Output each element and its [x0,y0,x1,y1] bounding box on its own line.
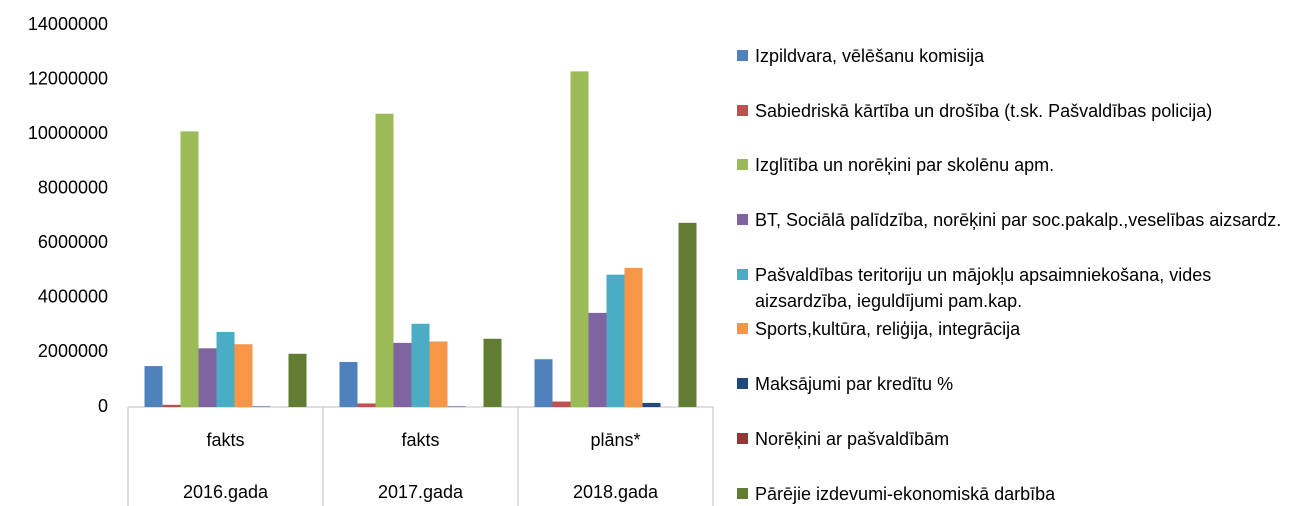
legend-swatch [737,50,748,61]
bar [198,348,217,407]
bar [144,366,163,407]
y-tick-label: 2000000 [38,341,108,361]
y-tick-label: 14000000 [28,14,108,34]
bar [588,312,607,407]
y-tick-label: 8000000 [38,177,108,197]
bar [375,113,394,407]
legend-label: Norēķini ar pašvaldībām [755,429,950,449]
x-tick-label: plāns* [590,430,640,450]
bar [624,267,643,407]
y-tick-label: 6000000 [38,232,108,252]
legend-item: Sabiedriskā kārtība un drošība (t.sk. Pa… [737,98,1312,124]
legend-label: Pārējie izdevumi-ekonomiskā darbība [755,484,1056,504]
legend-label: BT, Sociālā palīdzība, norēķini par soc.… [755,210,1282,230]
bar [162,404,181,407]
x-group-label: 2016.gada [183,482,269,502]
legend-item: Pārējie izdevumi-ekonomiskā darbība [737,481,1312,506]
x-group-label: 2018.gada [573,482,659,502]
bar [357,403,376,407]
legend-item: BT, Sociālā palīdzība, norēķini par soc.… [737,207,1312,233]
legend-label: Izglītība un norēķini par skolēnu apm. [755,155,1055,175]
y-tick-label: 0 [98,396,108,416]
legend-swatch [737,323,748,334]
bar [678,222,697,407]
bar [339,361,358,407]
legend-item: Pašvaldības teritoriju un mājokļu apsaim… [737,262,1312,314]
x-tick-label: fakts [401,430,439,450]
bar [606,274,625,407]
bar [180,131,199,407]
bar [252,406,271,407]
legend-label: Izpildvara, vēlēšanu komisija [755,46,985,66]
bar [570,71,589,407]
bar [642,402,661,407]
legend-swatch [737,378,748,389]
bar [552,401,571,407]
bar [411,323,430,407]
legend-swatch [737,269,748,280]
bar [288,353,307,407]
bar [534,359,553,407]
legend-item: Norēķini ar pašvaldībām [737,426,1312,452]
legend-swatch [737,488,748,499]
bar [483,338,502,407]
y-tick-label: 12000000 [28,68,108,88]
legend-label: Maksājumi par kredītu % [755,374,954,394]
bar [429,341,448,407]
legend-item: Izglītība un norēķini par skolēnu apm. [737,152,1312,178]
bar [393,342,412,407]
legend-swatch [737,105,748,116]
legend-item: Maksājumi par kredītu % [737,371,1312,397]
legend-label: Sports,kultūra, reliģija, integrācija [755,319,1021,339]
y-tick-label: 4000000 [38,287,108,307]
y-tick-label: 10000000 [28,123,108,143]
legend-swatch [737,159,748,170]
legend-item: Izpildvara, vēlēšanu komisija [737,43,1312,69]
legend-item: Sports,kultūra, reliģija, integrācija [737,316,1312,342]
bar [234,344,253,407]
legend-label: Pašvaldības teritoriju un mājokļu apsaim… [755,265,1212,311]
bar [216,331,235,407]
x-tick-label: fakts [206,430,244,450]
legend-swatch [737,433,748,444]
bar [447,406,466,407]
legend-swatch [737,214,748,225]
legend-label: Sabiedriskā kārtība un drošība (t.sk. Pa… [755,101,1213,121]
x-group-label: 2017.gada [378,482,464,502]
